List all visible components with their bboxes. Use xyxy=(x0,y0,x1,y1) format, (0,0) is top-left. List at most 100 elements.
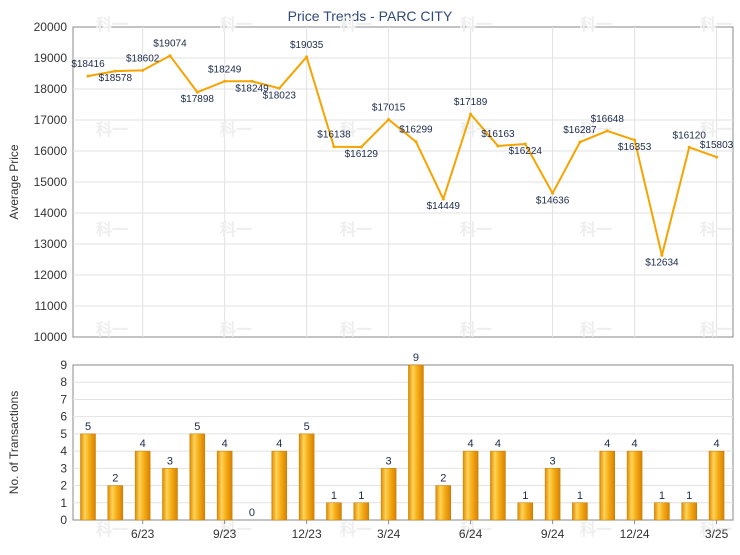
watermark-text: 科一 xyxy=(580,220,612,239)
line-y-axis-title: Average Price xyxy=(7,144,21,219)
bar-y-tick-label: 9 xyxy=(60,358,67,372)
price-point xyxy=(551,191,555,195)
bar-data-label: 1 xyxy=(659,490,665,502)
line-y-tick-label: 13000 xyxy=(34,237,68,251)
bar-y-tick-label: 1 xyxy=(60,496,67,510)
line-y-tick-label: 14000 xyxy=(34,206,68,220)
bar-y-tick-label: 3 xyxy=(60,461,67,475)
watermark-text: 科一 xyxy=(460,220,492,239)
bar-data-label: 4 xyxy=(495,438,501,450)
price-point xyxy=(359,145,363,149)
price-point xyxy=(469,112,473,116)
watermark-text: 科一 xyxy=(580,520,612,539)
transaction-bar xyxy=(134,450,151,521)
watermark-text: 科一 xyxy=(96,120,128,139)
price-data-label: $16138 xyxy=(317,130,351,141)
price-data-label: $16648 xyxy=(591,114,625,125)
x-tick-label: 6/23 xyxy=(131,527,155,541)
line-y-tick-label: 19000 xyxy=(34,51,68,65)
price-data-label: $18602 xyxy=(126,53,160,64)
bar-y-axis-title: No. of Transactions xyxy=(7,391,21,494)
price-data-label: $18023 xyxy=(263,90,297,101)
price-data-label: $17898 xyxy=(181,94,215,105)
bar-data-label: 4 xyxy=(468,438,474,450)
price-point xyxy=(223,79,227,83)
watermark-text: 科一 xyxy=(580,120,612,139)
price-point xyxy=(168,54,172,58)
bar-data-label: 1 xyxy=(522,490,528,502)
line-y-tick-label: 16000 xyxy=(34,144,68,158)
bar-y-tick-label: 5 xyxy=(60,427,67,441)
bar-data-label: 4 xyxy=(714,438,720,450)
transaction-bar xyxy=(353,502,370,521)
watermark-text: 科一 xyxy=(96,220,128,239)
watermark-text: 科一 xyxy=(700,120,732,139)
transaction-bar xyxy=(408,364,424,521)
bar-data-label: 1 xyxy=(577,490,583,502)
watermark-text: 科一 xyxy=(220,120,252,139)
bar-data-label: 1 xyxy=(331,490,337,502)
transaction-bar xyxy=(162,468,178,521)
transaction-bar xyxy=(626,450,643,521)
price-data-label: $15803 xyxy=(700,140,734,151)
bar-y-tick-label: 0 xyxy=(60,513,67,527)
watermark-text: 科一 xyxy=(96,320,128,339)
transaction-bar xyxy=(708,450,725,521)
transaction-bar xyxy=(490,450,506,521)
bar-data-label: 3 xyxy=(167,455,173,467)
transaction-bar xyxy=(216,450,233,521)
bar-data-label: 4 xyxy=(604,438,610,450)
price-point xyxy=(141,68,145,72)
price-data-label: $16120 xyxy=(673,130,707,141)
price-point xyxy=(660,253,664,257)
price-data-label: $16287 xyxy=(563,125,597,136)
transaction-bar xyxy=(435,485,452,521)
price-point xyxy=(277,86,281,90)
price-data-label: $18416 xyxy=(71,59,105,70)
bar-data-label: 1 xyxy=(358,490,364,502)
price-point xyxy=(687,145,691,149)
bar-data-label: 9 xyxy=(413,352,419,364)
price-data-label: $18249 xyxy=(208,64,242,75)
bar-data-label: 5 xyxy=(85,421,91,433)
line-y-tick-label: 10000 xyxy=(34,330,68,344)
price-point xyxy=(332,145,336,149)
bar-plot-area xyxy=(72,364,734,521)
bar-y-tick-label: 4 xyxy=(60,444,67,458)
line-y-tick-label: 12000 xyxy=(34,268,68,282)
transaction-bar xyxy=(107,485,124,521)
price-data-label: $14636 xyxy=(536,195,570,206)
bar-data-label: 4 xyxy=(632,438,638,450)
price-data-label: $16129 xyxy=(345,149,379,160)
price-data-label: $16299 xyxy=(399,125,433,136)
watermark-text: 科一 xyxy=(340,15,372,34)
watermark-text: 科一 xyxy=(340,320,372,339)
price-point xyxy=(195,90,199,94)
price-point xyxy=(578,140,582,144)
transaction-bar xyxy=(326,502,342,521)
watermark-text: 科一 xyxy=(580,15,612,34)
price-data-label: $19035 xyxy=(290,40,324,51)
bar-y-tick-label: 8 xyxy=(60,375,67,389)
transaction-bar xyxy=(544,468,561,521)
bar-y-tick-label: 2 xyxy=(60,479,67,493)
watermark-text: 科一 xyxy=(340,220,372,239)
watermark-text: 科一 xyxy=(220,320,252,339)
transaction-bar xyxy=(380,468,397,521)
watermark-text: 科一 xyxy=(460,320,492,339)
watermark-text: 科一 xyxy=(700,220,732,239)
price-data-label: $17015 xyxy=(372,103,406,114)
watermark-text: 科一 xyxy=(340,520,372,539)
price-data-label: $12634 xyxy=(645,257,679,268)
watermark-text: 科一 xyxy=(220,15,252,34)
price-data-label: $19074 xyxy=(153,39,187,50)
bar-data-label: 4 xyxy=(222,438,228,450)
watermark-text: 科一 xyxy=(96,15,128,34)
bar-data-label: 2 xyxy=(112,473,118,485)
transaction-bar xyxy=(517,502,534,521)
x-tick-label: 6/24 xyxy=(459,527,483,541)
price-point xyxy=(441,197,445,201)
price-point xyxy=(305,55,309,59)
transaction-bar xyxy=(654,502,670,521)
